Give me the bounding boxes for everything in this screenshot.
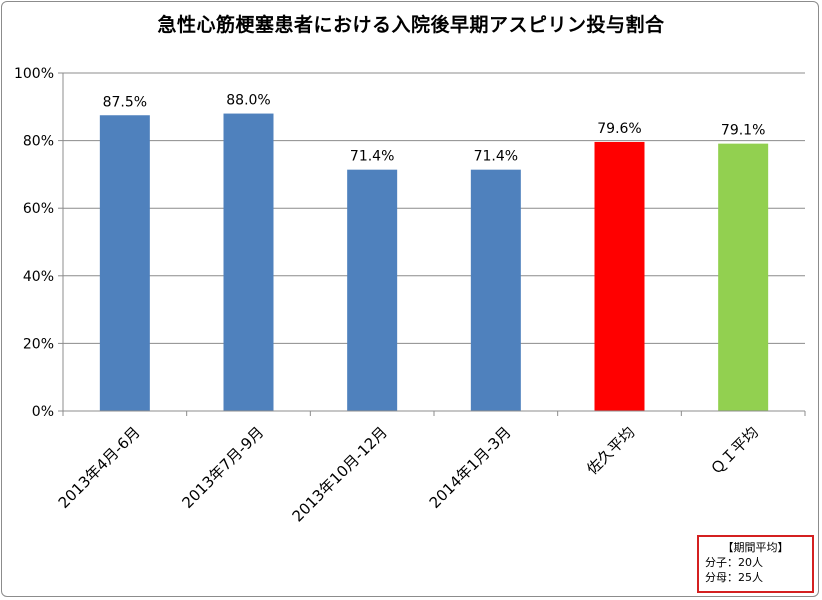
data-label: 88.0% — [226, 93, 270, 109]
x-tick-label: 2014年1月-3月 — [426, 423, 515, 512]
data-label: 87.5% — [103, 94, 147, 110]
bar — [594, 141, 645, 411]
data-label: 79.6% — [597, 121, 641, 137]
denominator-row: 分母：25人 — [705, 570, 812, 585]
x-tick-label: ＱＩ平均 — [707, 423, 762, 478]
x-tick-label: 2013年4月-6月 — [55, 423, 144, 512]
bar — [470, 169, 521, 411]
data-label: 79.1% — [721, 123, 765, 139]
denominator-value: 25人 — [738, 571, 763, 584]
bar — [347, 169, 398, 411]
chart-title: 急性心筋梗塞患者における入院後早期アスピリン投与割合 — [157, 14, 665, 36]
x-tick-label: 2013年10月-12月 — [289, 423, 391, 525]
bar — [99, 115, 150, 411]
y-tick-label: 60% — [23, 201, 54, 217]
data-label: 71.4% — [350, 149, 394, 165]
numerator-label: 分子： — [705, 556, 738, 569]
x-tick-label: 佐久平均 — [583, 423, 638, 478]
numerator-value: 20人 — [738, 556, 763, 569]
numerator-row: 分子：20人 — [705, 555, 812, 570]
denominator-label: 分母： — [705, 571, 738, 584]
y-tick-label: 20% — [23, 336, 54, 352]
bar — [223, 113, 274, 411]
data-label: 71.4% — [474, 149, 518, 165]
period-average-header: 【期間平均】 — [722, 541, 789, 554]
y-tick-label: 0% — [32, 404, 54, 420]
y-tick-label: 100% — [14, 66, 54, 82]
x-tick-label: 2013年7月-9月 — [178, 423, 267, 512]
bar — [718, 143, 769, 411]
period-average-box: 【期間平均】 分子：20人 分母：25人 — [697, 535, 814, 593]
y-tick-label: 80% — [23, 134, 54, 150]
y-tick-label: 40% — [23, 269, 54, 285]
